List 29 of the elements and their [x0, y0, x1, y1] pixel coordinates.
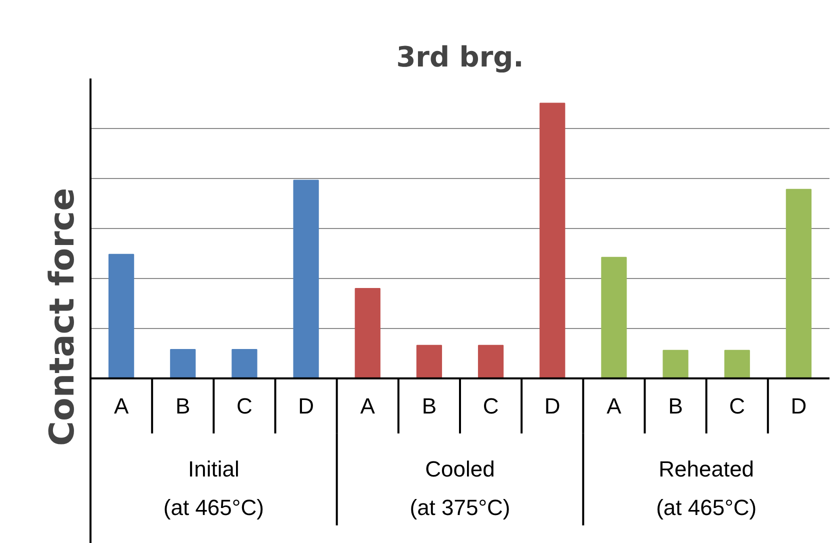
bar — [108, 254, 134, 379]
bar — [601, 256, 627, 379]
text: Initial (at 465°C) — [163, 456, 264, 520]
bar — [662, 350, 688, 379]
text: Cooled (at 375°C) — [410, 456, 510, 520]
bar — [293, 180, 319, 379]
chart-title: 3rd brg. — [396, 40, 524, 74]
bar — [170, 349, 196, 379]
x-tick-label: A — [606, 393, 622, 418]
bar — [786, 188, 812, 379]
x-tick-label: A — [114, 393, 129, 418]
x-tick-label: C — [482, 393, 499, 418]
bar — [354, 288, 380, 379]
x-tick-label: D — [790, 393, 807, 418]
text: Reheated (at 465°C) — [656, 456, 757, 520]
x-tick-label: B — [422, 393, 437, 418]
x-tick-label: A — [360, 393, 376, 418]
bar — [478, 344, 504, 379]
y-axis-title: Contact force — [42, 188, 82, 446]
bar — [540, 102, 566, 379]
x-tick-label: C — [236, 393, 253, 418]
bar — [232, 349, 258, 379]
x-tick-label: C — [729, 393, 746, 418]
x-tick-label: D — [298, 393, 314, 418]
x-tick-label: B — [668, 393, 683, 418]
bar — [416, 344, 442, 379]
x-tick-label: B — [176, 393, 190, 418]
bar — [724, 350, 750, 379]
x-tick-label: D — [544, 393, 560, 418]
